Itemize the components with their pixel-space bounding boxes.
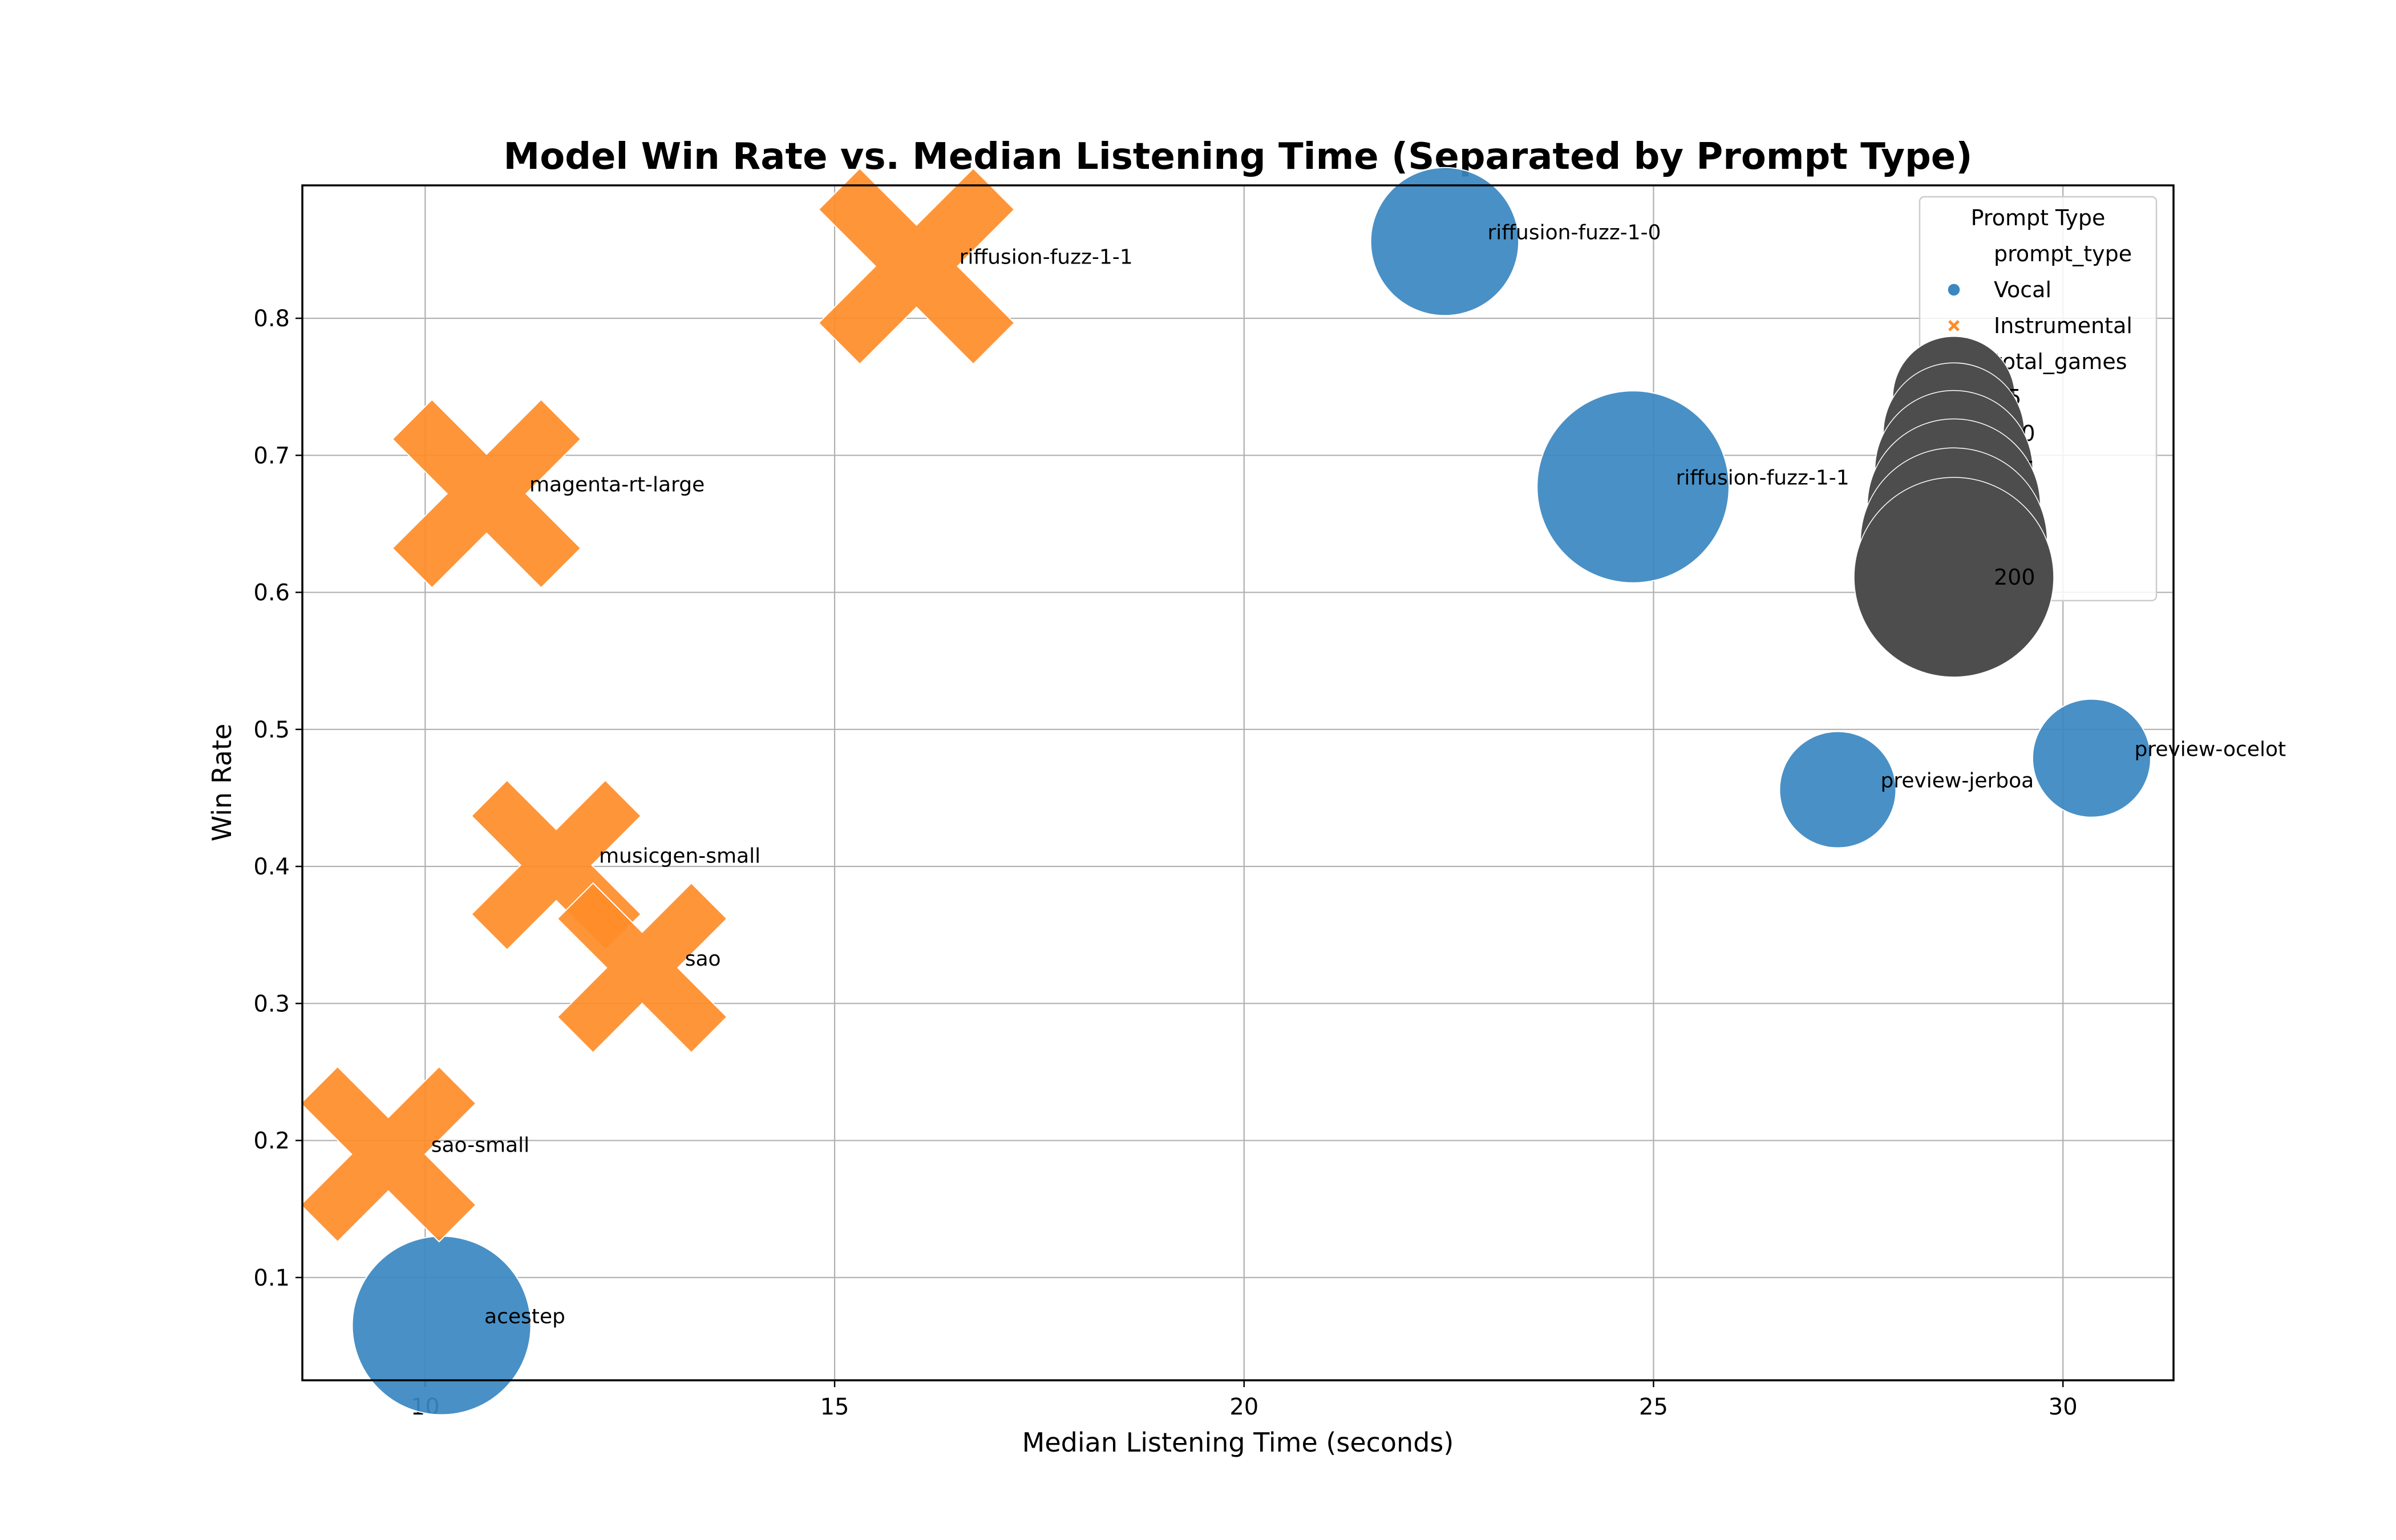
y-tick-label: 0.7: [253, 443, 290, 469]
point-label: acestep: [484, 1305, 565, 1328]
legend-marker-instrumental: [1946, 318, 1961, 333]
point-label: preview-jerboa: [1880, 769, 2034, 793]
y-tick-label: 0.1: [253, 1265, 290, 1291]
y-tick-label: 0.5: [253, 717, 290, 743]
point-vocal-riffusion-fuzz-1-1: [1536, 390, 1730, 583]
legend-title: Prompt Type: [1971, 205, 2106, 230]
y-tick-label: 0.4: [253, 854, 290, 880]
point-vocal-preview-ocelot: [2031, 698, 2151, 818]
legend-size-marker: [1853, 477, 2054, 678]
point-instrumental-riffusion-fuzz-1-1: [817, 167, 1015, 365]
legend-size-header: total_games: [1994, 349, 2127, 374]
legend-marker-vocal: [1947, 283, 1961, 297]
point-label: magenta-rt-large: [529, 473, 705, 497]
point-label: riffusion-fuzz-1-1: [1676, 467, 1849, 490]
point-vocal-preview-jerboa: [1779, 731, 1897, 849]
point-instrumental-sao-small: [300, 1065, 477, 1243]
point-instrumental-sao: [556, 882, 728, 1053]
y-axis-label: Win Rate: [207, 724, 237, 842]
point-label: sao-small: [431, 1134, 529, 1157]
point-vocal-riffusion-fuzz-1-0: [1370, 167, 1520, 317]
point-label: riffusion-fuzz-1-1: [960, 246, 1133, 269]
legend-size-label: 200: [1994, 565, 2035, 590]
x-tick-label: 20: [1229, 1394, 1258, 1420]
point-label: riffusion-fuzz-1-0: [1487, 221, 1661, 245]
legend: Prompt Type prompt_type Vocal Instrumental t…: [1853, 196, 2158, 678]
point-label: preview-ocelot: [2134, 737, 2286, 761]
point-labels: riffusion-fuzz-1-0 riffusion-fuzz-1-1 prev…: [431, 221, 2286, 1328]
legend-entry-label: Vocal: [1994, 277, 2051, 302]
legend-entry-label: Instrumental: [1994, 313, 2132, 338]
data-points: [300, 167, 2151, 1416]
x-tick-label: 30: [2049, 1394, 2078, 1420]
y-tick-label: 0.6: [253, 580, 290, 606]
point-label: sao: [685, 947, 721, 971]
chart-title: Model Win Rate vs. Median Listening Time…: [504, 136, 1973, 178]
x-axis-label: Median Listening Time (seconds): [1022, 1427, 1454, 1458]
x-tick-label: 15: [820, 1394, 849, 1420]
x-tick-label: 25: [1639, 1394, 1668, 1420]
plot-area-frame: [301, 184, 2175, 1381]
point-instrumental-magenta-rt-large: [391, 399, 582, 589]
y-tick-label: 0.2: [253, 1128, 290, 1154]
y-tick-label: 0.3: [253, 991, 290, 1017]
y-tick-label: 0.8: [253, 306, 290, 332]
legend-hue-header: prompt_type: [1994, 241, 2132, 266]
point-label: musicgen-small: [599, 845, 760, 868]
